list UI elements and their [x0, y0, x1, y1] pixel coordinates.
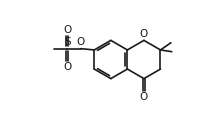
Text: O: O: [77, 37, 85, 47]
Text: O: O: [140, 92, 148, 102]
Text: O: O: [63, 62, 72, 72]
Text: O: O: [140, 29, 148, 39]
Text: S: S: [64, 37, 71, 47]
Text: O: O: [63, 25, 72, 35]
